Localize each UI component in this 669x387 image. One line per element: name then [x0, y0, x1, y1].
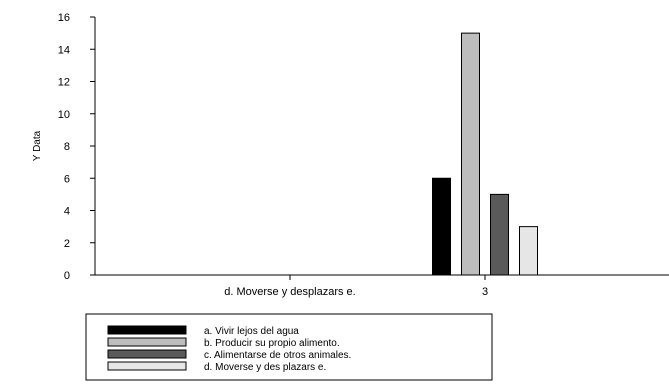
- legend-label: a. Vivir lejos del agua: [204, 326, 299, 337]
- legend-swatch: [107, 361, 187, 371]
- y-axis-label: Y Data: [32, 130, 43, 161]
- x-tick-label: d. Moverse y desplazars e.: [224, 286, 355, 298]
- y-tick-label: 10: [58, 109, 70, 121]
- legend-label: d. Moverse y des plazars e.: [204, 362, 326, 373]
- y-tick-label: 8: [64, 141, 70, 153]
- legend-swatch: [107, 325, 187, 335]
- bar: [461, 32, 480, 276]
- bar: [432, 177, 451, 276]
- y-tick-label: 14: [58, 44, 70, 56]
- y-tick-label: 16: [58, 12, 70, 24]
- legend-swatch: [107, 349, 187, 359]
- bar: [519, 226, 538, 276]
- plot-area: 0 2 4 6 8 10 12 14 16 d. Moverse y desplazars e.…: [32, 12, 669, 298]
- x-ticks: d. Moverse y desplazars e. 3: [224, 275, 488, 298]
- y-tick-label: 2: [64, 238, 70, 250]
- legend-label: c. Alimentarse de otros animales.: [204, 350, 351, 361]
- x-tick-label: 3: [482, 286, 488, 298]
- bar: [490, 193, 509, 276]
- legend-swatch: [107, 337, 187, 347]
- y-tick-label: 0: [64, 270, 70, 282]
- y-ticks: 0 2 4 6 8 10 12 14 16: [58, 12, 95, 282]
- legend-label: b. Producir su propio alimento.: [204, 338, 340, 349]
- bars: [432, 32, 538, 276]
- y-tick-label: 12: [58, 77, 70, 89]
- legend-box: [85, 313, 493, 381]
- y-tick-label: 6: [64, 173, 70, 185]
- y-tick-label: 4: [64, 206, 70, 218]
